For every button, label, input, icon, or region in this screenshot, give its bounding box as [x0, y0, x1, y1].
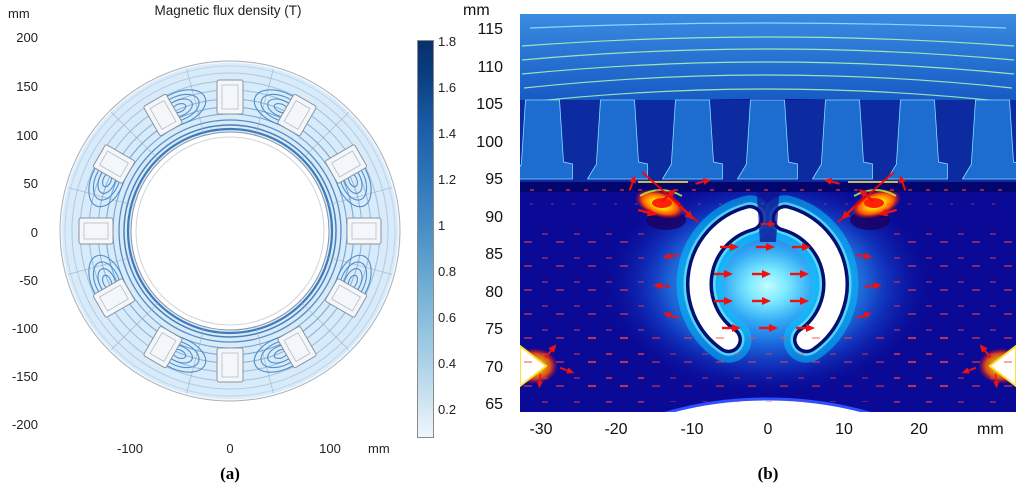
colorbar-tick-label: 0.2: [438, 402, 457, 417]
panel-b-y-axis-unit: mm: [463, 2, 490, 19]
panel-b-x-axis-unit: mm: [977, 421, 1004, 438]
colorbar-tick-label: 0.4: [438, 356, 457, 371]
stator-slots: [78, 79, 382, 383]
x-tick-label: 0: [226, 441, 234, 456]
x-tick-label: 100: [319, 441, 341, 456]
colorbar-tick-label: 1.4: [438, 126, 457, 141]
x-tick-label: 20: [910, 421, 928, 438]
bore-inner-line: [135, 136, 325, 326]
y-tick-label: 100: [476, 134, 503, 151]
colorbar-tick-label: 1.6: [438, 80, 457, 95]
y-tick-label: -200: [11, 417, 38, 432]
x-tick-label: 10: [835, 421, 853, 438]
y-tick-label: -150: [11, 369, 38, 384]
caption-a: (a): [220, 464, 240, 483]
rotor-bore: [130, 131, 330, 331]
field-arrows: [535, 171, 1001, 390]
y-tick-label: -50: [19, 273, 38, 288]
y-tick-label: 50: [23, 176, 38, 191]
colorbar-tick-label: 1.8: [438, 34, 457, 49]
x-tick-label: -10: [680, 421, 704, 438]
y-tick-label: 150: [16, 79, 38, 94]
y-tick-label: 70: [485, 359, 503, 376]
panel-a-x-axis-unit: mm: [368, 441, 390, 456]
flux-contours: [521, 22, 1015, 103]
colorbar-tick-label: 0.6: [438, 310, 457, 325]
stator-teeth: [520, 99, 1016, 192]
y-tick-label: 75: [485, 321, 503, 338]
panel-a-title: Magnetic flux density (T): [154, 3, 302, 18]
colorbar-tick-label: 1.2: [438, 172, 457, 187]
air-gap: [520, 182, 1016, 192]
panel-a: Magnetic flux density (T) mm 200 150 100…: [0, 0, 456, 498]
flux-barriers: [676, 195, 859, 363]
panel-a-y-axis-unit: mm: [8, 6, 30, 21]
y-tick-label: 95: [485, 171, 503, 188]
y-tick-label: 90: [485, 209, 503, 226]
stator-yoke: [520, 14, 1016, 110]
colorbar-tick-label: 0.8: [438, 264, 457, 279]
panel-b: mm 115 110 105 100 95 90 85 80 75 70 65 …: [455, 0, 1025, 498]
y-tick-label: 80: [485, 284, 503, 301]
field-sample-marks: [524, 189, 1012, 404]
colorbar: [417, 40, 434, 438]
y-tick-label: 0: [30, 225, 38, 240]
x-tick-label: -100: [116, 441, 144, 456]
y-tick-label: 85: [485, 246, 503, 263]
x-tick-label: 0: [763, 421, 773, 438]
y-tick-label: 105: [476, 96, 503, 113]
y-tick-label: 115: [477, 21, 503, 38]
y-tick-label: 100: [16, 128, 38, 143]
x-tick-label: -30: [529, 421, 553, 438]
caption-b: (b): [757, 464, 779, 483]
colorbar-tick-label: 1: [438, 218, 446, 233]
pole-flux-loops: [88, 89, 372, 373]
y-tick-label: 110: [477, 59, 503, 76]
pole-gap: [756, 182, 780, 242]
flux-detail-plot: [520, 14, 1016, 412]
y-tick-label: 200: [16, 30, 38, 45]
stator-segment-spokes: [67, 68, 393, 394]
x-tick-label: -20: [604, 421, 628, 438]
y-tick-label: -100: [11, 321, 38, 336]
flux-density-ring-plot: [59, 60, 401, 402]
y-tick-label: 65: [485, 396, 503, 413]
